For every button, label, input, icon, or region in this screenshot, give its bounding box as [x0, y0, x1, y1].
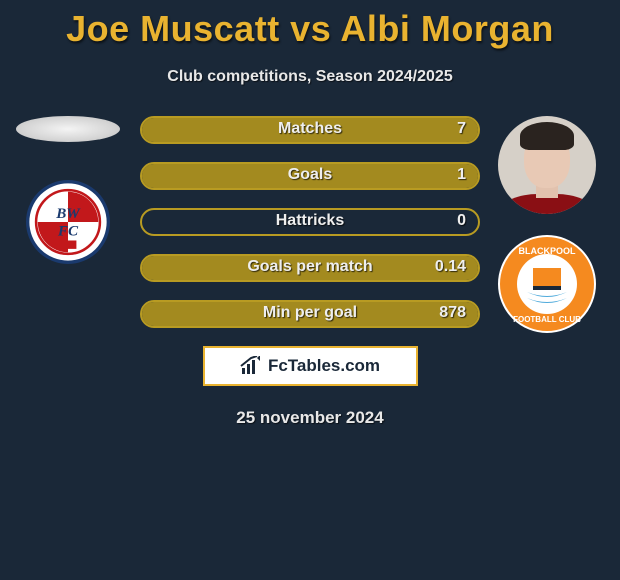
page-title: Joe Muscatt vs Albi Morgan: [0, 0, 620, 50]
right-player-column: BLACKPOOL FOOTBALL CLUB: [492, 116, 602, 334]
stat-bar: Min per goal878: [140, 300, 480, 328]
stat-value-right: 878: [439, 304, 466, 322]
club-left-badge: BW FC: [26, 180, 110, 264]
stat-label: Matches: [142, 120, 478, 138]
stat-bar: Hattricks0: [140, 208, 480, 236]
player-left-avatar: [16, 116, 120, 142]
stat-bar: Goals1: [140, 162, 480, 190]
subtitle: Club competitions, Season 2024/2025: [0, 68, 620, 86]
stat-bar: Matches7: [140, 116, 480, 144]
player-right-avatar: [498, 116, 596, 214]
comparison-content: BW FC BLACKPOOL FOOTBALL C: [0, 116, 620, 328]
stat-value-right: 1: [457, 166, 466, 184]
svg-text:FC: FC: [57, 223, 79, 239]
stat-label: Goals: [142, 166, 478, 184]
stat-value-right: 0.14: [435, 258, 466, 276]
club-right-badge: BLACKPOOL FOOTBALL CLUB: [497, 234, 597, 334]
stat-label: Hattricks: [142, 212, 478, 230]
date-text: 25 november 2024: [0, 408, 620, 428]
stat-bars: Matches7Goals1Hattricks0Goals per match0…: [140, 116, 480, 328]
svg-text:FOOTBALL CLUB: FOOTBALL CLUB: [513, 315, 581, 324]
stat-value-right: 7: [457, 120, 466, 138]
stat-label: Goals per match: [142, 258, 478, 276]
svg-text:BW: BW: [55, 206, 81, 222]
left-player-column: BW FC: [8, 116, 128, 264]
brand-box: FcTables.com: [203, 346, 418, 386]
stat-bar: Goals per match0.14: [140, 254, 480, 282]
stat-label: Min per goal: [142, 304, 478, 322]
stat-value-right: 0: [457, 212, 466, 230]
brand-chart-icon: [240, 356, 262, 376]
brand-text: FcTables.com: [268, 356, 380, 376]
svg-text:BLACKPOOL: BLACKPOOL: [519, 246, 576, 256]
